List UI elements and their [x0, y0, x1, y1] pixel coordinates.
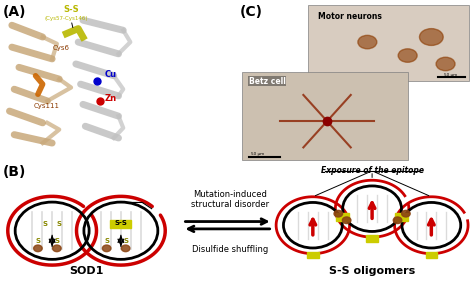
Text: Zn: Zn	[104, 94, 117, 103]
Circle shape	[334, 210, 343, 217]
Circle shape	[401, 210, 410, 217]
Bar	[366, 235, 378, 242]
Text: Motor neurons: Motor neurons	[318, 12, 382, 21]
Text: Cys6: Cys6	[52, 46, 69, 51]
Text: 50 μm: 50 μm	[444, 73, 457, 76]
Text: Disulfide shuffling: Disulfide shuffling	[192, 244, 268, 254]
Circle shape	[358, 35, 377, 49]
Circle shape	[393, 217, 402, 224]
Text: Mutation-induced
structural disorder: Mutation-induced structural disorder	[191, 190, 269, 209]
Text: Exposure of the epitope: Exposure of the epitope	[320, 166, 424, 175]
Text: SOD1: SOD1	[69, 266, 103, 276]
Circle shape	[419, 28, 443, 45]
Text: Cu: Cu	[104, 70, 117, 80]
Text: S: S	[36, 238, 40, 244]
Circle shape	[121, 245, 130, 252]
Bar	[336, 213, 349, 221]
Text: S: S	[104, 238, 109, 244]
Text: (A): (A)	[2, 5, 26, 19]
Bar	[307, 252, 319, 258]
Circle shape	[102, 245, 111, 252]
Text: S-S: S-S	[114, 220, 128, 226]
Text: (Cys57-Cys146): (Cys57-Cys146)	[45, 16, 88, 21]
Text: S-S: S-S	[64, 5, 79, 14]
Bar	[426, 252, 437, 258]
Text: 50 μm: 50 μm	[251, 152, 264, 156]
Text: S: S	[57, 221, 62, 227]
Circle shape	[342, 217, 351, 224]
Text: (B): (B)	[2, 165, 26, 179]
Text: S-S oligomers: S-S oligomers	[329, 266, 415, 276]
Bar	[110, 220, 131, 228]
Text: S: S	[43, 221, 47, 227]
Circle shape	[53, 245, 61, 252]
Text: (C): (C)	[239, 5, 263, 19]
Circle shape	[436, 57, 455, 71]
Text: Cys111: Cys111	[33, 103, 59, 109]
Circle shape	[34, 245, 42, 252]
Text: S: S	[55, 238, 59, 244]
Text: Betz cell: Betz cell	[249, 76, 286, 86]
Bar	[395, 213, 408, 221]
Circle shape	[398, 49, 417, 62]
Bar	[242, 72, 408, 160]
Bar	[308, 5, 469, 81]
Text: S: S	[123, 238, 128, 244]
